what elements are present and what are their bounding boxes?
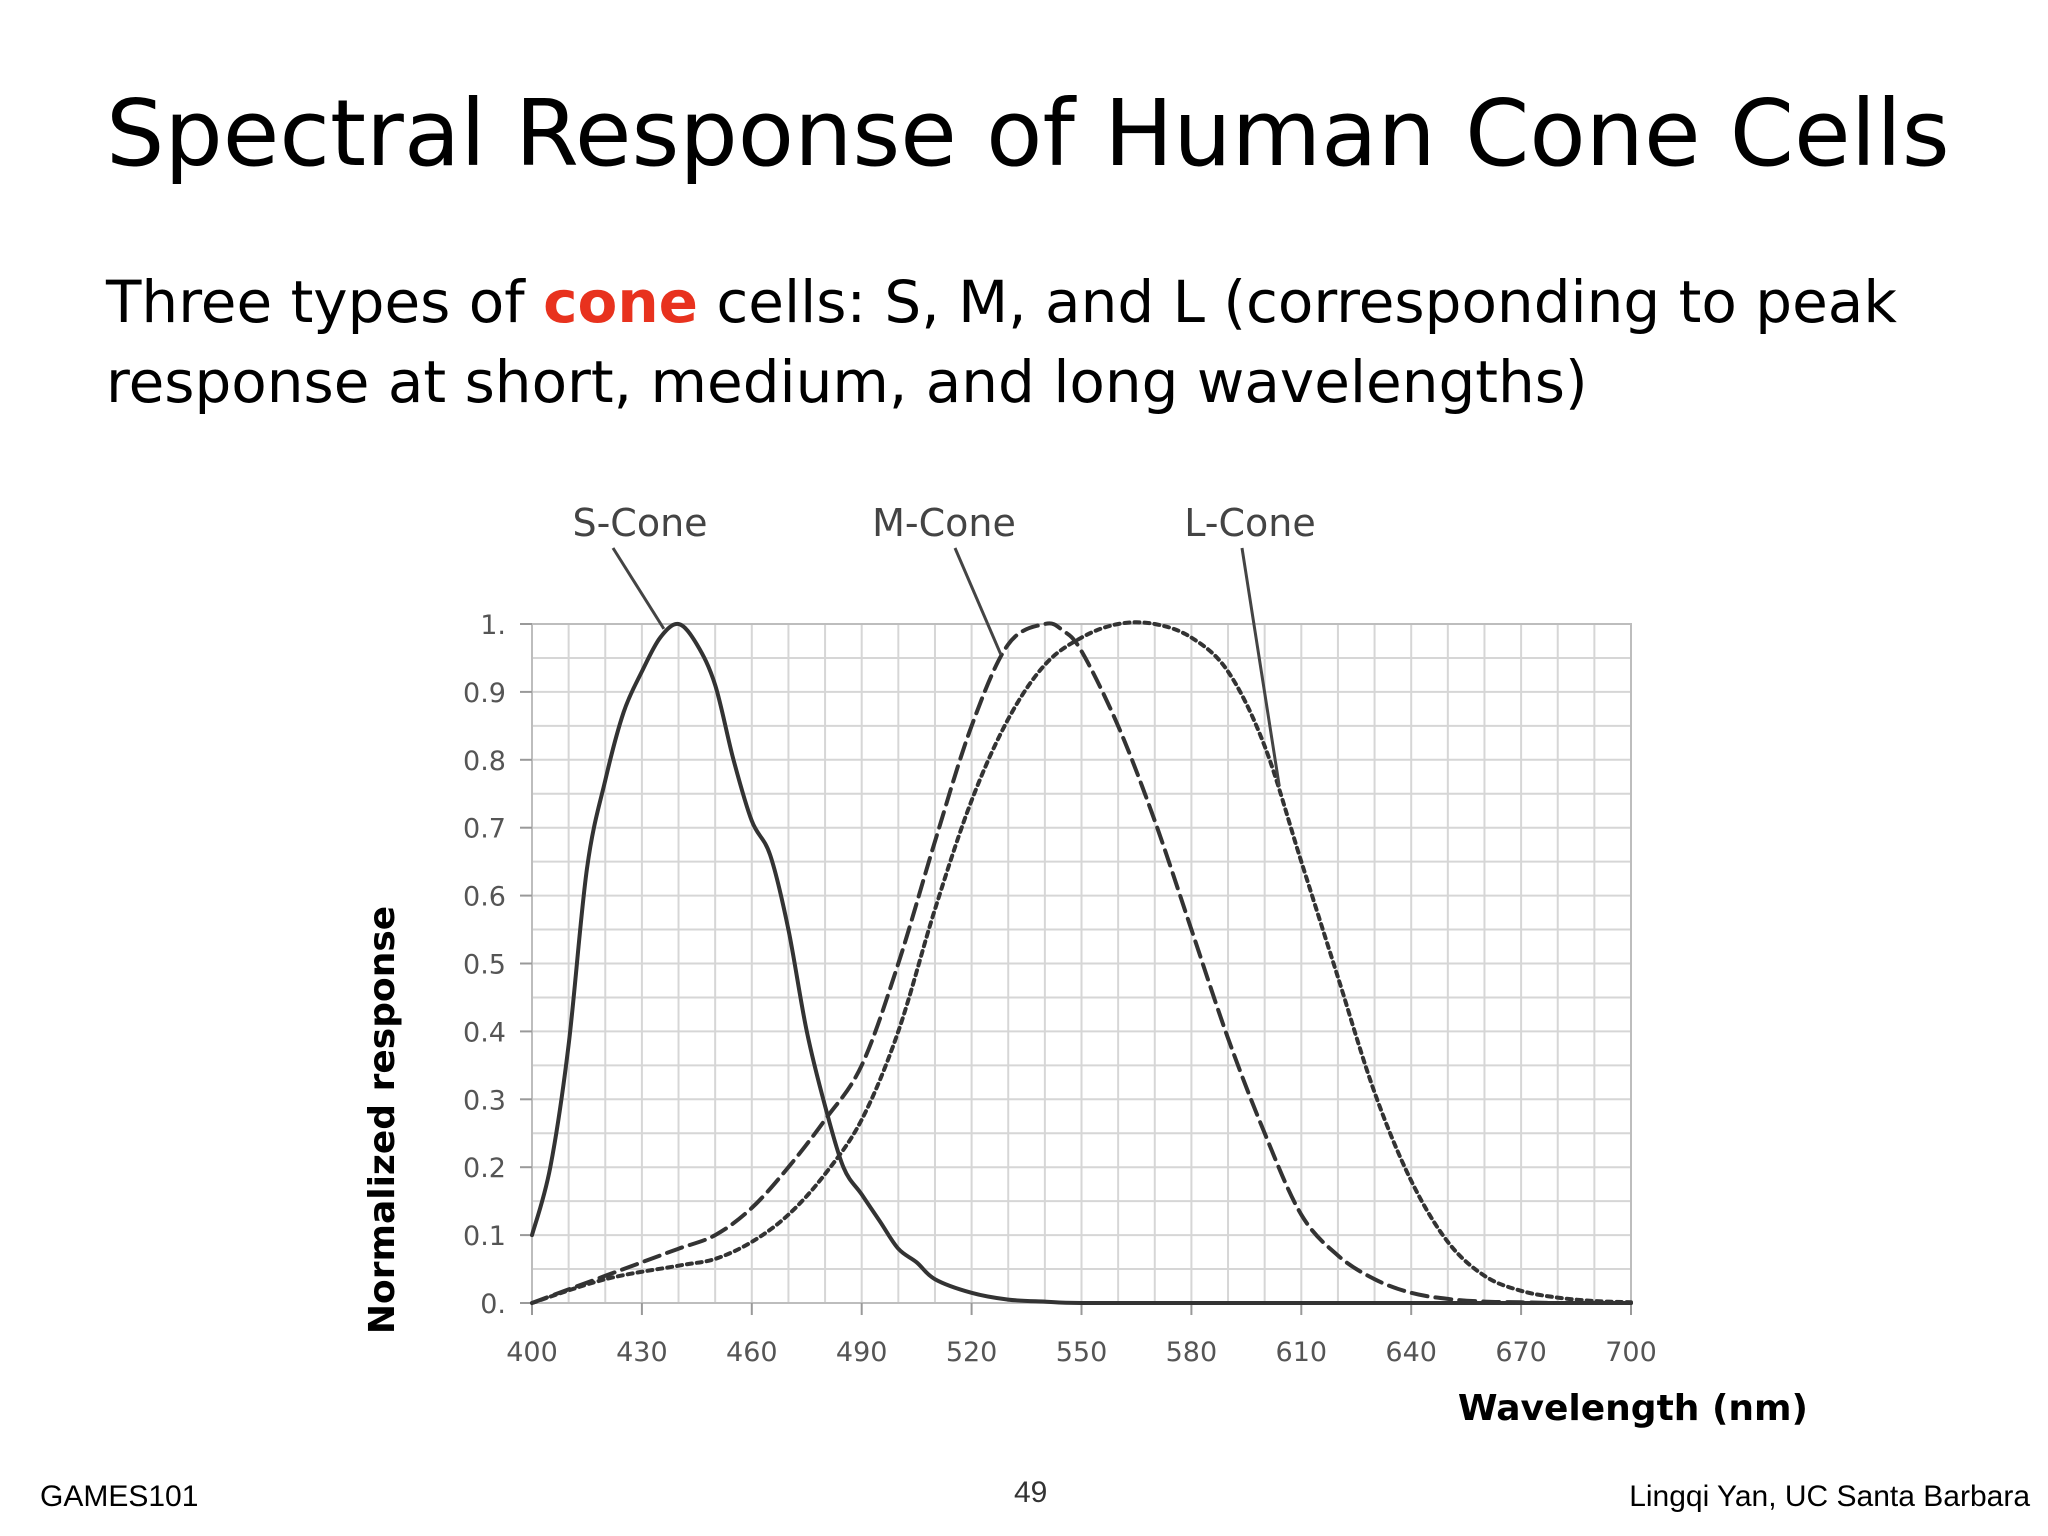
x-tick-label: 700	[1605, 1337, 1657, 1368]
series-line-s-cone	[530, 621, 1633, 1306]
y-tick-label: 0.1	[463, 1221, 506, 1252]
x-tick-label: 430	[616, 1337, 668, 1368]
y-tick-label: 0.7	[463, 814, 506, 845]
series-line-l-cone	[530, 620, 1633, 1305]
x-tick-label: 520	[946, 1337, 998, 1368]
x-tick-label: 670	[1495, 1337, 1547, 1368]
footer-page-number: 49	[1014, 1476, 1048, 1509]
y-tick-label: 0.6	[463, 882, 506, 913]
leader-line-s-cone	[611, 547, 666, 630]
x-axis-title: Wavelength (nm)	[1458, 1388, 1808, 1429]
x-tick-label: 550	[1056, 1337, 1108, 1368]
grid	[531, 623, 1632, 1304]
footer-author: Lingqi Yan, UC Santa Barbara	[1629, 1480, 2030, 1513]
y-tick-label: 0.8	[463, 746, 506, 777]
y-tick-label: 0.3	[463, 1085, 506, 1116]
y-tick-label: 0.2	[463, 1153, 506, 1184]
series-label-l-cone: L-Cone	[1184, 501, 1315, 545]
y-tick-label: 1.	[480, 610, 506, 641]
y-tick-label: 0.	[480, 1289, 506, 1320]
x-tick-label: 460	[726, 1337, 778, 1368]
leader-line-l-cone	[1240, 547, 1281, 787]
y-axis-title: Normalized response	[362, 906, 403, 1334]
series-line-m-cone	[530, 621, 1633, 1306]
x-tick-label: 490	[836, 1337, 888, 1368]
leader-line-m-cone	[953, 547, 1003, 656]
y-tick-label: 0.9	[463, 678, 506, 709]
x-tick-label: 640	[1385, 1337, 1437, 1368]
series-label-s-cone: S-Cone	[572, 501, 707, 545]
slide-title: Spectral Response of Human Cone Cells	[106, 80, 1950, 187]
body-suffix: cells: S, M, and L (corresponding to pea…	[106, 268, 1897, 416]
x-tick-label: 610	[1276, 1337, 1328, 1368]
series-label-m-cone: M-Cone	[872, 501, 1016, 545]
y-tick-label: 0.4	[463, 1017, 506, 1048]
axes: 400 430 460 490 520 550 580 610 640 670 700 0. 0.1 0.…	[463, 610, 1657, 1368]
body-highlight-word: cone	[543, 268, 698, 336]
cone-labels: S-Cone M-Cone L-Cone	[572, 501, 1316, 787]
footer-course: GAMES101	[40, 1480, 199, 1513]
y-tick-label: 0.5	[463, 950, 506, 981]
body-prefix: Three types of	[106, 268, 544, 336]
x-tick-label: 400	[506, 1337, 558, 1368]
series-group	[530, 620, 1633, 1306]
x-tick-label: 580	[1166, 1337, 1218, 1368]
slide-body: Three types of cone cells: S, M, and L (…	[106, 262, 1966, 422]
